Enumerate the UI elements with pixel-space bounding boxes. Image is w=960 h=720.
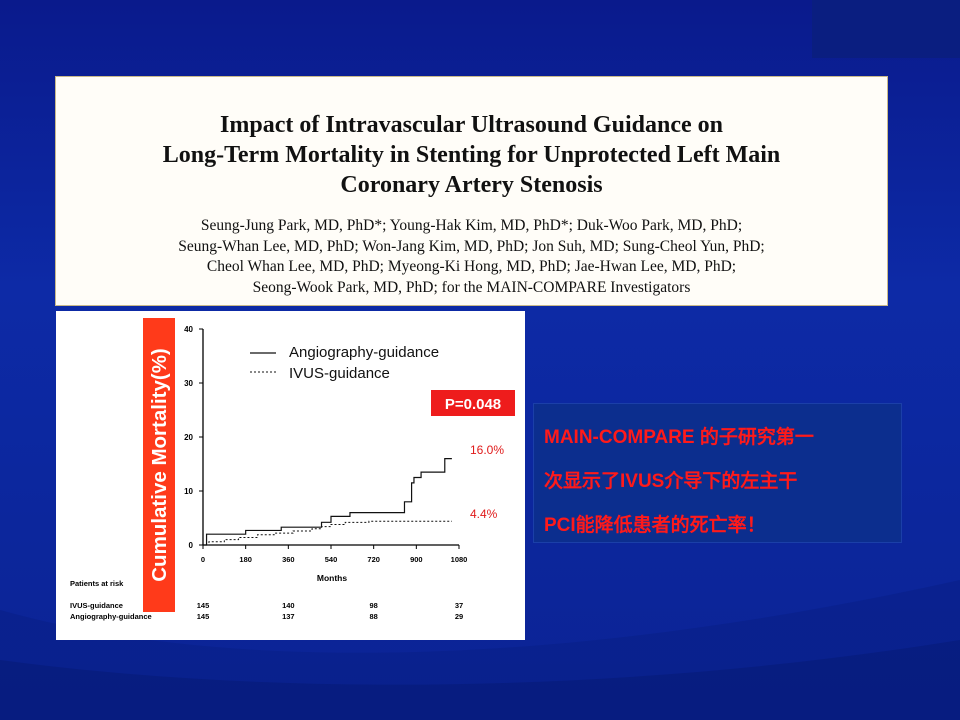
risk-row-label-angio: Angiography-guidance <box>70 612 152 621</box>
author-line: Cheol Whan Lee, MD, PhD; Myeong-Ki Hong,… <box>206 258 737 275</box>
risk-table-value: 29 <box>455 612 463 621</box>
legend-ivus-label: IVUS-guidance <box>289 365 390 382</box>
risk-table-value: 37 <box>455 601 463 610</box>
paper-authors: Seung-Jung Park, MD, PhD*; Young-Hak Kim… <box>76 216 867 298</box>
x-tick-label: 540 <box>325 555 338 564</box>
callout-box: MAIN-COMPARE 的子研究第一 次显示了IVUS介导下的左主干 PCI能… <box>533 403 902 543</box>
y-tick-label: 0 <box>189 541 194 550</box>
author-line: Seung-Whan Lee, MD, PhD; Won-Jang Kim, M… <box>178 237 765 255</box>
ylabel-background <box>143 318 175 612</box>
legend-angio-label: Angiography-guidance <box>289 344 439 361</box>
x-tick-label: 180 <box>239 555 252 564</box>
risk-table-value: 137 <box>282 612 295 621</box>
callout-line: PCI能降低患者的死亡率！ <box>544 515 766 536</box>
y-tick-label: 10 <box>184 487 193 496</box>
y-tick-label: 20 <box>184 433 193 442</box>
y-axis-label: Cumulative Mortality(%) <box>148 348 171 582</box>
risk-table-value: 145 <box>197 612 210 621</box>
x-tick-label: 720 <box>367 555 380 564</box>
author-line: Seong-Wook Park, MD, PhD; for the MAIN-C… <box>252 278 691 296</box>
x-tick-label: 360 <box>282 555 295 564</box>
p-value-badge <box>431 390 515 416</box>
legend: Angiography-guidance IVUS-guidance <box>250 344 439 382</box>
x-tick-label: 0 <box>201 555 205 564</box>
angio-series-line <box>203 458 452 546</box>
paper-title-line: Coronary Artery Stenosis <box>340 172 603 198</box>
paper-title: Impact of Intravascular Ultrasound Guida… <box>96 110 847 200</box>
paper-title-line: Impact of Intravascular Ultrasound Guida… <box>220 112 723 138</box>
ivus-series-line <box>203 520 452 546</box>
risk-row-label-ivus: IVUS-guidance <box>70 601 123 610</box>
km-chart: Cumulative Mortality(%) 0 10 20 30 40 0 180 360… <box>70 318 515 621</box>
paper-title-card: Impact of Intravascular Ultrasound Guida… <box>55 76 888 306</box>
risk-table-value: 145 <box>197 601 210 610</box>
callout-line: MAIN-COMPARE 的子研究第一 <box>544 427 814 448</box>
author-line: Seung-Jung Park, MD, PhD*; Young-Hak Kim… <box>200 217 743 234</box>
chart-panel: Cumulative Mortality(%) 0 10 20 30 40 0 180 360… <box>56 311 525 640</box>
y-tick-label: 30 <box>184 379 193 388</box>
risk-table-value: 98 <box>369 601 377 610</box>
x-tick-label: 1080 <box>451 555 468 564</box>
risk-table-title: Patients at risk <box>70 579 124 588</box>
ivus-end-label: 4.4% <box>470 507 498 521</box>
risk-table-value: 88 <box>369 612 377 621</box>
angio-end-label: 16.0% <box>470 443 504 457</box>
paper-title-line: Long-Term Mortality in Stenting for Unpr… <box>162 142 781 168</box>
x-axis-label: Months <box>317 573 347 583</box>
p-value-text: P=0.048 <box>445 396 501 413</box>
x-tick-label: 900 <box>410 555 423 564</box>
risk-table-value: 140 <box>282 601 295 610</box>
y-tick-label: 40 <box>184 325 193 334</box>
callout-line: 次显示了IVUS介导下的左主干 <box>544 471 798 492</box>
corner-decoration <box>812 0 960 58</box>
